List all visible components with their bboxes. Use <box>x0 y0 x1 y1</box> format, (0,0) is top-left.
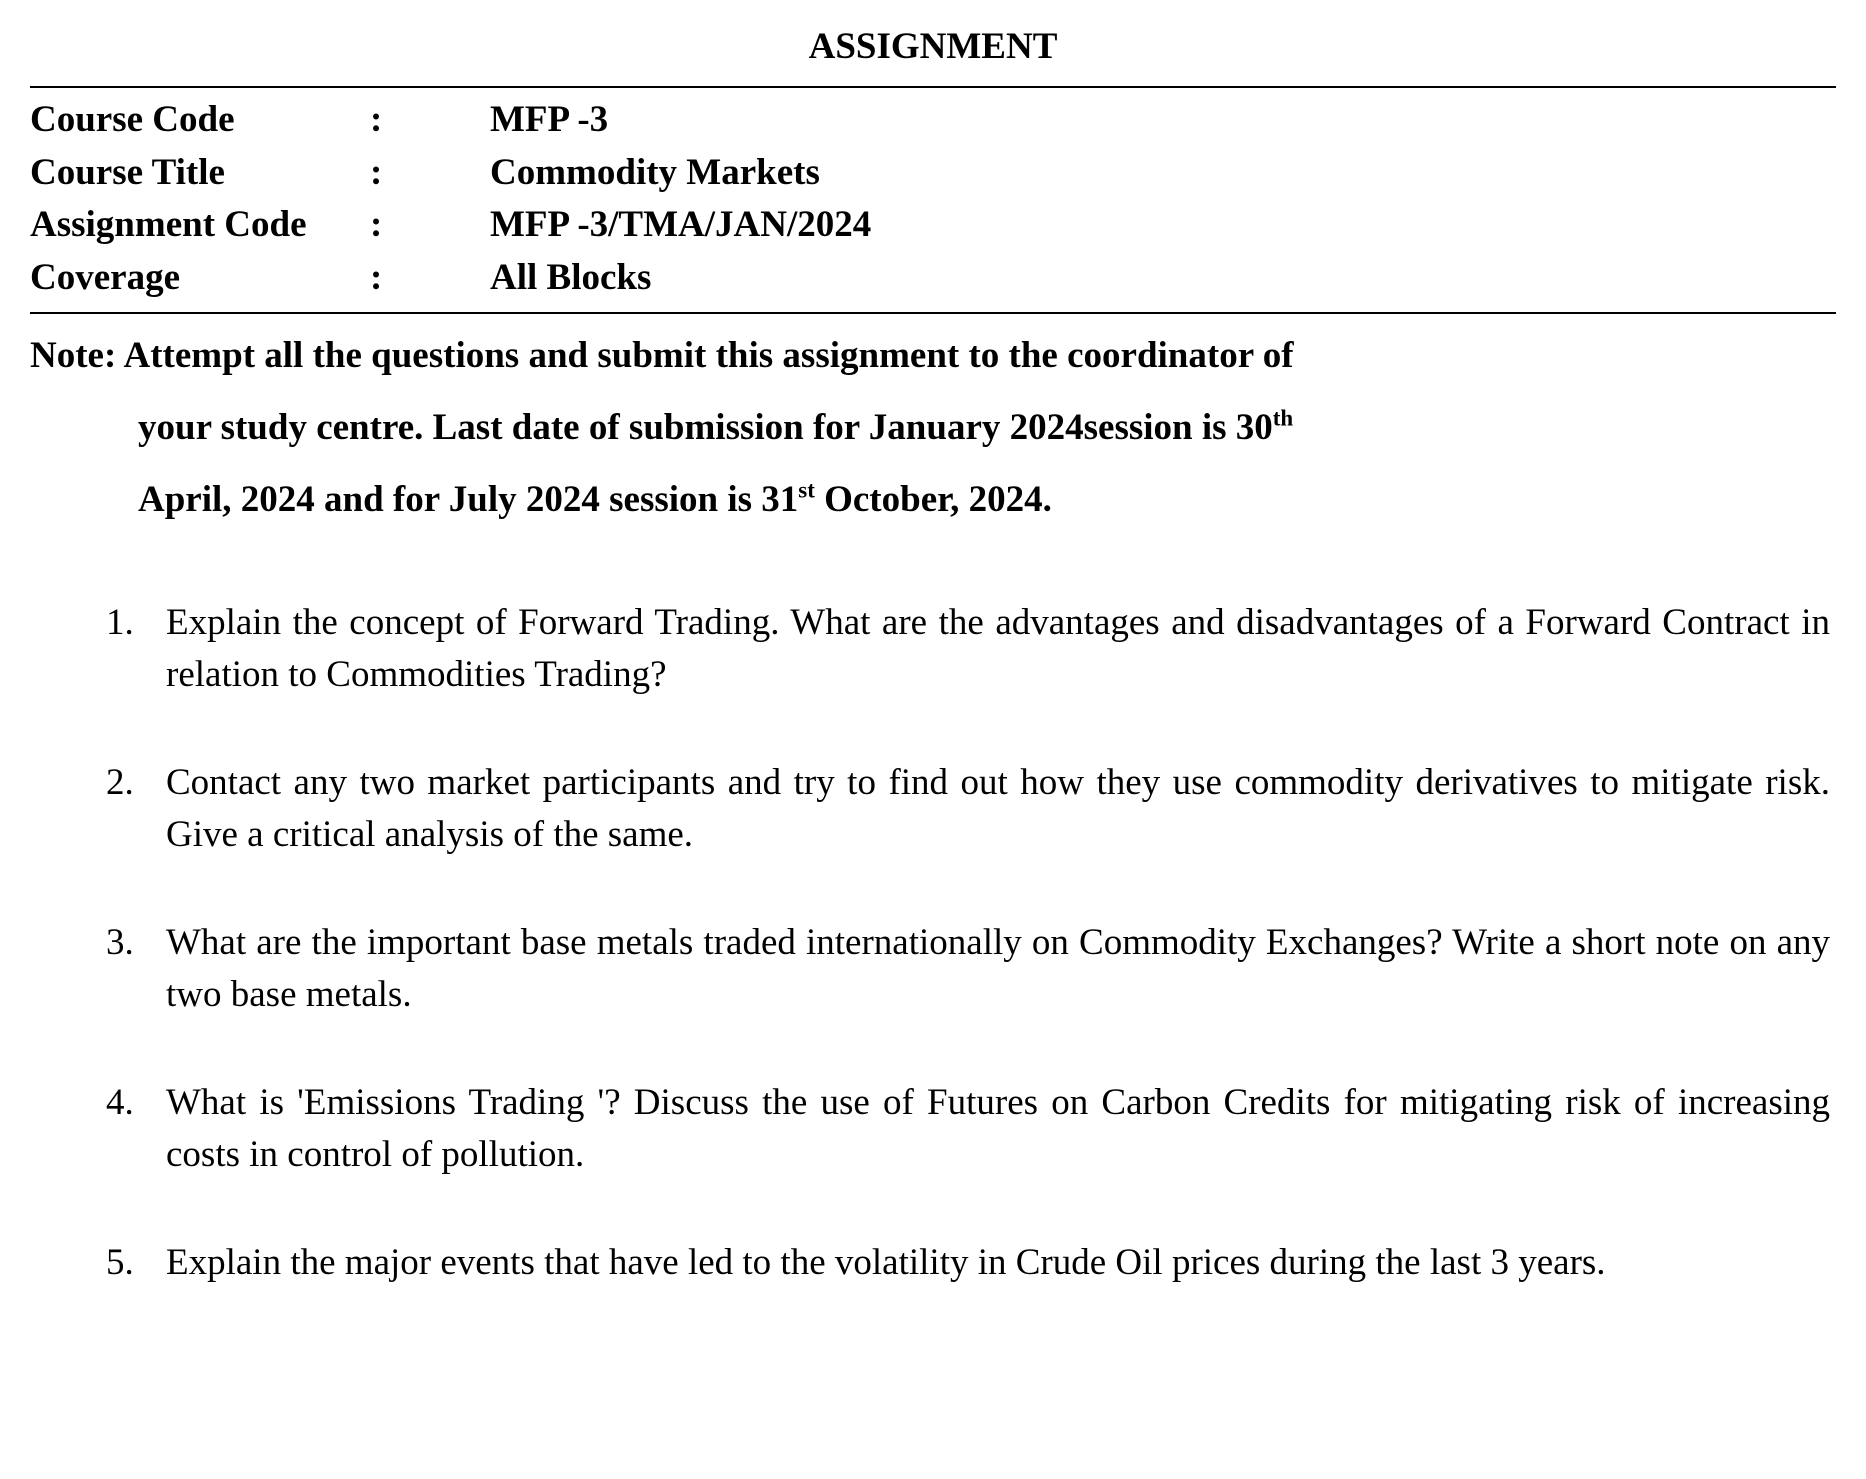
question-text: Contact any two market participants and … <box>166 757 1836 862</box>
question-number: 5. <box>94 1237 166 1290</box>
note-text-part: your study centre. Last date of submissi… <box>138 407 1273 448</box>
info-value: Commodity Markets <box>490 147 1836 200</box>
info-row-coverage: Coverage : All Blocks <box>30 252 1836 305</box>
info-row-assignment-code: Assignment Code : MFP -3/TMA/JAN/2024 <box>30 199 1836 252</box>
note-text-part: April, 2024 and for July 2024 session is… <box>138 479 798 520</box>
question-number: 1. <box>94 597 166 702</box>
question-number: 2. <box>94 757 166 862</box>
note-text: April, 2024 and for July 2024 session is… <box>30 464 1836 536</box>
note-text: your study centre. Last date of submissi… <box>30 392 1836 464</box>
question-item: 3. What are the important base metals tr… <box>94 917 1836 1022</box>
question-item: 2. Contact any two market participants a… <box>94 757 1836 862</box>
course-info-block: Course Code : MFP -3 Course Title : Comm… <box>30 86 1836 314</box>
note-block: Note: Attempt all the questions and subm… <box>30 320 1836 536</box>
questions-list: 1. Explain the concept of Forward Tradin… <box>30 597 1836 1290</box>
note-text-part: October, 2024. <box>815 479 1052 520</box>
ordinal-sup: th <box>1273 406 1293 431</box>
info-colon: : <box>370 199 490 252</box>
info-row-course-code: Course Code : MFP -3 <box>30 94 1836 147</box>
question-item: 4. What is 'Emissions Trading '? Discuss… <box>94 1077 1836 1182</box>
info-label: Assignment Code <box>30 199 370 252</box>
info-label: Course Code <box>30 94 370 147</box>
info-value: MFP -3 <box>490 94 1836 147</box>
info-value: All Blocks <box>490 252 1836 305</box>
question-item: 1. Explain the concept of Forward Tradin… <box>94 597 1836 702</box>
note-text: Attempt all the questions and submit thi… <box>124 335 1294 376</box>
question-text: Explain the concept of Forward Trading. … <box>166 597 1836 702</box>
question-text: What is 'Emissions Trading '? Discuss th… <box>166 1077 1836 1182</box>
question-number: 3. <box>94 917 166 1022</box>
page-title: ASSIGNMENT <box>30 25 1836 68</box>
question-number: 4. <box>94 1077 166 1182</box>
info-row-course-title: Course Title : Commodity Markets <box>30 147 1836 200</box>
question-text: Explain the major events that have led t… <box>166 1237 1836 1290</box>
note-label: Note: <box>30 335 116 376</box>
info-label: Coverage <box>30 252 370 305</box>
info-value: MFP -3/TMA/JAN/2024 <box>490 199 1836 252</box>
info-label: Course Title <box>30 147 370 200</box>
info-colon: : <box>370 147 490 200</box>
ordinal-sup: st <box>798 478 815 503</box>
question-text: What are the important base metals trade… <box>166 917 1836 1022</box>
info-colon: : <box>370 94 490 147</box>
info-colon: : <box>370 252 490 305</box>
question-item: 5. Explain the major events that have le… <box>94 1237 1836 1290</box>
